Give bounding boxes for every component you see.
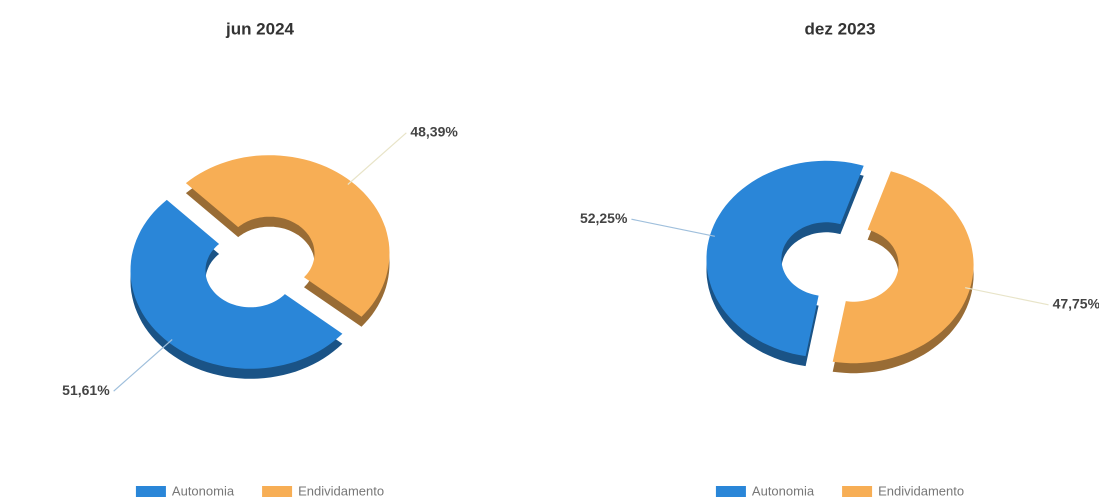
legend-label: Endividamento — [878, 483, 964, 498]
value-label: 48,39% — [410, 124, 458, 140]
legend-swatch — [135, 486, 166, 497]
leader-line — [631, 218, 715, 237]
legend-swatch — [262, 486, 293, 497]
chart-title: jun 2024 — [225, 19, 295, 38]
legend-swatch — [842, 486, 873, 497]
value-label: 47,75% — [1053, 296, 1099, 312]
leader-line — [965, 287, 1049, 306]
legend: Autonomia Endividamento — [135, 483, 384, 498]
legend-label: Autonomia — [172, 483, 235, 498]
value-label: 52,25% — [580, 210, 628, 226]
legend: Autonomia Endividamento — [715, 483, 964, 498]
legend-swatch — [715, 486, 746, 497]
leader-line — [347, 132, 407, 185]
slice — [130, 199, 343, 369]
leader-line — [113, 339, 173, 392]
slice — [832, 171, 974, 364]
legend-label: Autonomia — [752, 483, 815, 498]
slice — [185, 155, 390, 317]
slice — [706, 160, 864, 357]
chart-title: dez 2023 — [805, 19, 876, 38]
value-label: 51,61% — [62, 382, 110, 398]
legend-label: Endividamento — [298, 483, 384, 498]
